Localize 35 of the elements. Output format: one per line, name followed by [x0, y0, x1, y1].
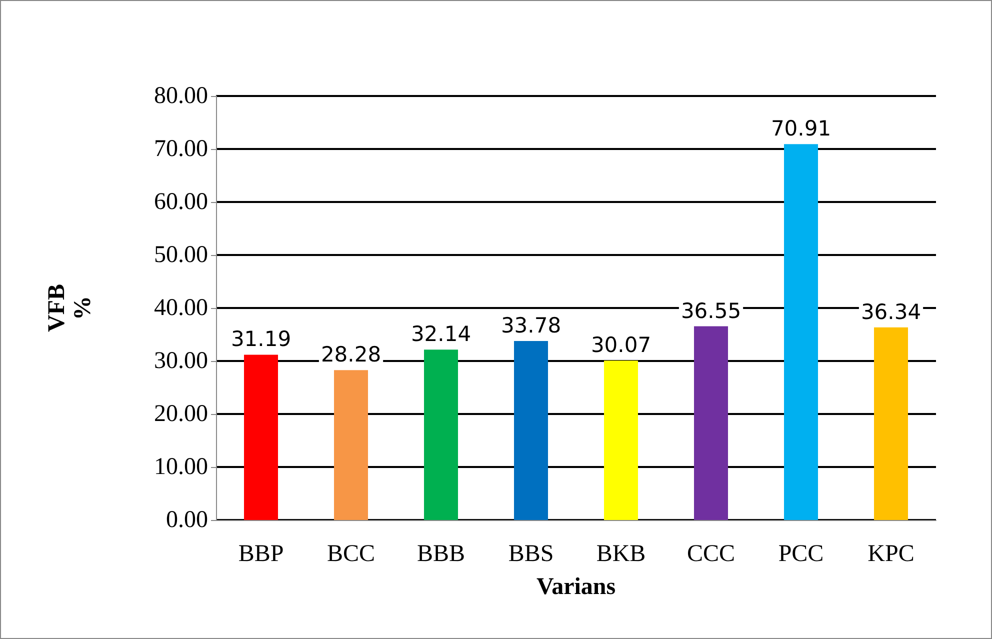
- x-axis-title: Varians: [536, 574, 616, 600]
- y-tick-label: 0.00: [166, 507, 208, 533]
- bar: [334, 370, 368, 520]
- y-axis-title: VFB %: [44, 284, 96, 332]
- data-label: 28.28: [320, 342, 382, 367]
- x-tick-label: PCC: [778, 541, 824, 567]
- y-tick-label: 40.00: [154, 295, 208, 321]
- y-tick-label: 30.00: [154, 348, 208, 374]
- x-tick-label: BBB: [416, 541, 466, 567]
- y-tick-label: 80.00: [154, 83, 208, 109]
- bar: [874, 327, 908, 520]
- data-label: 30.07: [590, 333, 652, 358]
- bar: [244, 354, 278, 520]
- x-tick-label: CCC: [686, 541, 736, 567]
- y-tick-label: 60.00: [154, 189, 208, 215]
- x-tick-label: BCC: [326, 541, 376, 567]
- bar: [514, 340, 548, 520]
- bar: [784, 144, 818, 520]
- x-tick-label: BKB: [596, 541, 646, 567]
- bar: [604, 360, 638, 520]
- data-label: 32.14: [410, 322, 472, 346]
- data-label: 33.78: [500, 313, 562, 338]
- data-label: 36.34: [860, 300, 922, 324]
- data-label: 31.19: [230, 327, 292, 352]
- y-tick-label: 50.00: [154, 242, 208, 268]
- y-tick-label: 20.00: [154, 401, 208, 427]
- y-tick-label: 10.00: [154, 454, 208, 480]
- bar: [694, 326, 728, 520]
- data-label: 70.91: [770, 116, 832, 141]
- bar: [424, 350, 458, 520]
- x-tick-label: BBS: [508, 541, 554, 567]
- x-tick-label: BBP: [238, 541, 284, 567]
- x-tick-label: KPC: [868, 541, 914, 567]
- y-tick-label: 70.00: [154, 136, 208, 162]
- data-label: 36.55: [680, 298, 742, 323]
